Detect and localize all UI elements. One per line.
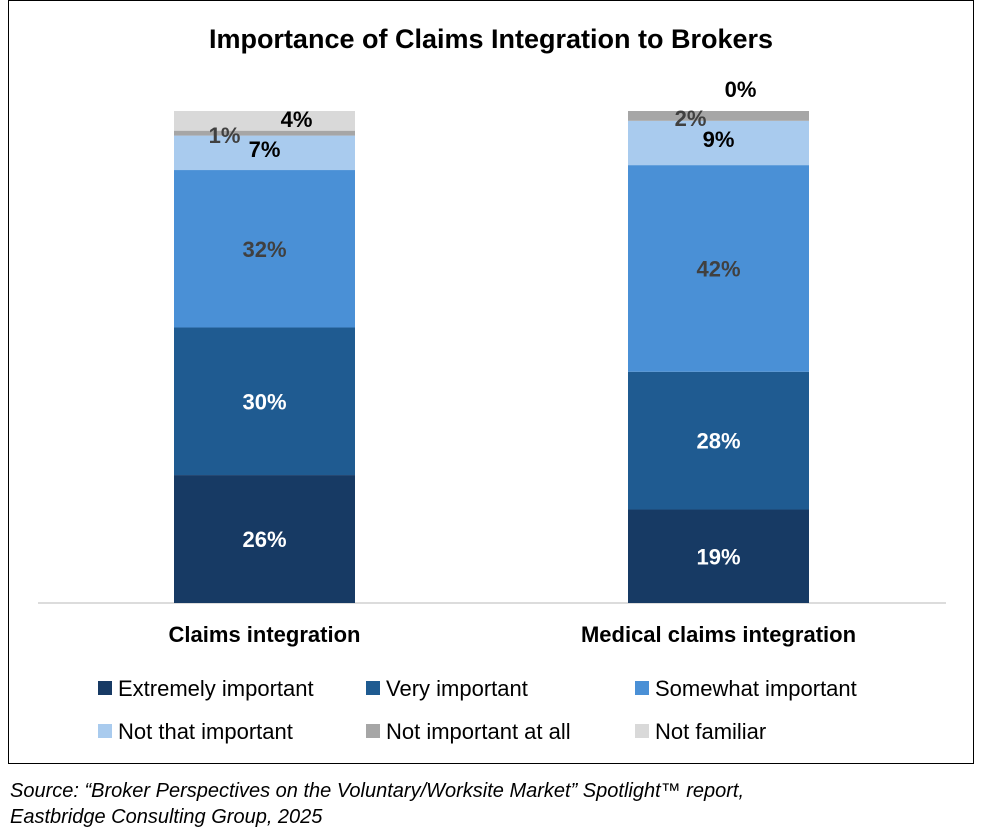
data-label: 0%	[725, 77, 757, 102]
category-label: Claims integration	[169, 622, 361, 647]
bar-segment-not-important-at-all-2	[628, 111, 809, 121]
source-note: Source: “Broker Perspectives on the Volu…	[10, 780, 744, 828]
legend-label: Extremely important	[118, 676, 314, 701]
bar-segment-not-that-important-2	[628, 120, 809, 166]
stacked-bar-chart: Importance of Claims Integration to Brok…	[38, 24, 946, 744]
data-label: 2%	[675, 106, 707, 131]
data-label: 19%	[696, 544, 740, 569]
data-label: 32%	[242, 237, 286, 262]
bars-group	[174, 111, 809, 603]
bar-segment-not-that-important-1	[174, 135, 355, 171]
legend-label: Somewhat important	[655, 676, 857, 701]
data-label: 26%	[242, 527, 286, 552]
legend-label: Very important	[386, 676, 528, 701]
legend-swatch	[98, 681, 112, 695]
data-labels-group: 26% 30% 32% 7% 1% 4% 19% 28% 42% 9%2% 0%	[209, 77, 757, 569]
legend-label: Not important at all	[386, 719, 571, 744]
data-label: 42%	[696, 256, 740, 281]
legend-swatch	[366, 724, 380, 738]
bar-segment-not-important-at-all-1	[174, 130, 355, 136]
data-label: 28%	[696, 429, 740, 454]
legend-swatch	[366, 681, 380, 695]
data-label: 30%	[242, 389, 286, 414]
category-label: Medical claims integration	[581, 622, 856, 647]
chart-title: Importance of Claims Integration to Brok…	[209, 24, 773, 54]
bar-segment-very-important-2	[628, 371, 809, 510]
bar-segment-very-important-1	[174, 327, 355, 476]
legend-label: Not familiar	[655, 719, 766, 744]
legend: Extremely important Very important Somewha…	[98, 676, 857, 744]
legend-label: Not that important	[118, 719, 293, 744]
data-label: 7%	[249, 137, 281, 162]
data-label: 9%	[703, 127, 735, 152]
bar-segment-somewhat-important-1	[174, 170, 355, 328]
data-label: 1%	[209, 123, 241, 148]
legend-swatch	[635, 681, 649, 695]
legend-swatch	[98, 724, 112, 738]
category-labels-group: Claims integration Medical claims integra…	[169, 622, 857, 647]
bar-segment-extremely-important-2	[628, 509, 809, 603]
legend-swatch	[635, 724, 649, 738]
chart-frame	[8, 0, 974, 764]
bar-segment-somewhat-important-2	[628, 165, 809, 372]
bar-segment-extremely-important-1	[174, 475, 355, 603]
data-label: 4%	[281, 107, 313, 132]
bar-segment-not-familiar-1	[174, 111, 355, 131]
